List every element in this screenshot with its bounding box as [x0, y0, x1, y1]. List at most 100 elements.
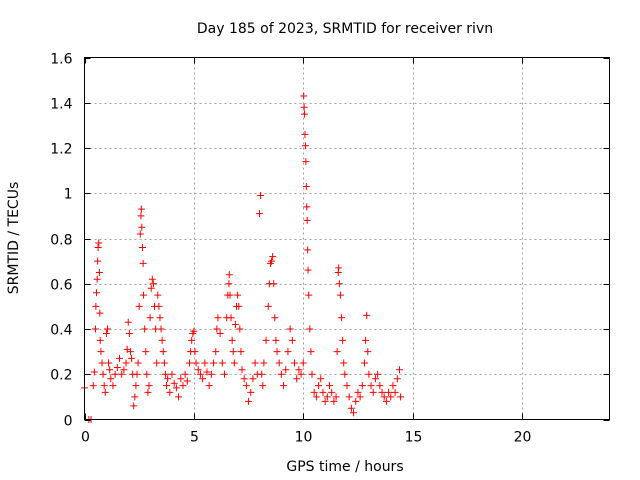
data-point [213, 325, 221, 333]
data-point [391, 388, 399, 396]
data-point [336, 291, 344, 299]
data-point [245, 397, 253, 405]
data-point [256, 210, 263, 218]
data-point [212, 348, 220, 356]
data-point [131, 393, 139, 401]
y-axis-label: SRMTID / TECUs [6, 182, 22, 295]
grid [84, 57, 610, 420]
data-point [134, 359, 142, 367]
data-point [363, 311, 371, 319]
data-point [300, 103, 308, 111]
data-point [340, 359, 348, 367]
data-point [143, 370, 151, 378]
data-point [301, 130, 309, 138]
data-point [199, 375, 207, 383]
data-point [155, 302, 163, 310]
y-tick-label: 0.2 [50, 368, 72, 384]
data-point [116, 354, 123, 362]
data-point [103, 325, 111, 333]
data-point [139, 259, 147, 267]
x-axis-label: GPS time / hours [286, 459, 403, 475]
data-point [288, 336, 296, 344]
data-point [305, 291, 313, 299]
data-point [196, 370, 204, 378]
data-point [107, 375, 115, 383]
data-point [105, 359, 113, 367]
data-point [273, 348, 281, 356]
data-point [350, 409, 358, 417]
data-point [226, 291, 234, 299]
data-point [154, 291, 162, 299]
data-point [277, 370, 285, 378]
y-tick-label: 0.6 [50, 278, 72, 294]
data-point [338, 314, 346, 322]
data-point [387, 393, 395, 401]
data-point [190, 327, 198, 335]
data-point [188, 336, 196, 344]
data-point [137, 212, 145, 220]
data-point [161, 370, 169, 378]
data-point [272, 336, 280, 344]
data-point [257, 192, 265, 200]
data-point [92, 302, 100, 310]
x-tick-label: 5 [190, 430, 199, 446]
data-point [179, 382, 187, 390]
data-point [181, 370, 189, 378]
data-point [374, 370, 382, 378]
data-point [156, 314, 164, 322]
data-point [166, 388, 174, 396]
y-tick-label: 1.2 [50, 142, 72, 158]
data-point [271, 314, 279, 322]
data-point [258, 370, 266, 378]
data-point [376, 382, 384, 390]
data-point [332, 393, 340, 401]
data-point [356, 393, 364, 401]
data-point [229, 348, 237, 356]
data-point [238, 366, 246, 374]
data-point [389, 382, 397, 390]
data-point [369, 388, 377, 396]
data-point [228, 336, 236, 344]
data-point [396, 366, 403, 374]
data-point [157, 325, 165, 333]
data-point [247, 388, 255, 396]
data-point [361, 359, 368, 367]
data-point [354, 388, 362, 396]
data-point [393, 375, 401, 383]
data-point [91, 325, 99, 333]
data-point [125, 330, 133, 338]
data-point [140, 291, 148, 299]
data-point [141, 325, 149, 333]
data-point [242, 382, 250, 390]
data-point [358, 382, 366, 390]
data-point [132, 382, 140, 390]
data-point [297, 370, 305, 378]
data-point [291, 359, 298, 367]
data-point [142, 348, 150, 356]
data-point [282, 366, 290, 374]
data-point [310, 388, 318, 396]
data-point [164, 375, 172, 383]
data-point [203, 368, 211, 376]
data-point [126, 348, 134, 356]
data-point [183, 377, 191, 385]
data-point [270, 280, 278, 288]
data-point [118, 370, 126, 378]
data-point [163, 382, 171, 390]
data-point [221, 370, 228, 378]
data-point [286, 325, 294, 333]
data-point [230, 359, 238, 367]
data-point [225, 280, 233, 288]
data-point [385, 388, 393, 396]
data-point [201, 359, 209, 367]
data-point [364, 348, 372, 356]
data-point [144, 388, 152, 396]
data-point [249, 375, 257, 383]
x-tick-label: 15 [405, 430, 423, 446]
data-point [145, 382, 153, 390]
data-point [262, 336, 270, 344]
data-point [268, 257, 276, 265]
data-point [96, 336, 104, 344]
y-tick-label: 0.8 [50, 233, 72, 249]
y-tick-label: 0 [64, 414, 73, 430]
